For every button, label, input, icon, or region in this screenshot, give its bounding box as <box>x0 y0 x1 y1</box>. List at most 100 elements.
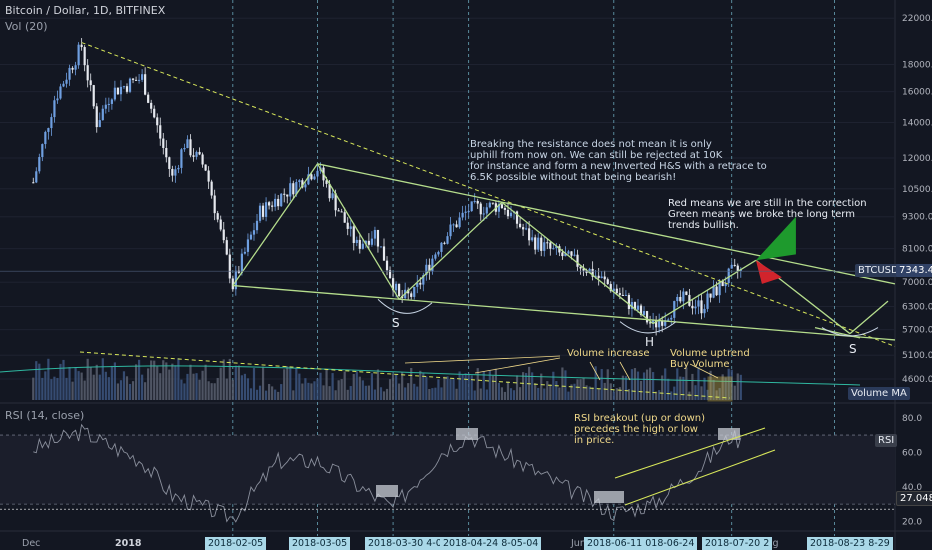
annotation-arrow <box>474 357 561 374</box>
candle-body <box>171 168 174 176</box>
symbol-title: Bitcoin / Dollar, 1D, BITFINEX <box>5 4 166 17</box>
volume-bar <box>679 376 682 400</box>
candle-body <box>476 200 479 204</box>
volume-ma-line <box>0 365 861 386</box>
candle-body <box>307 174 310 185</box>
volume-bar <box>639 380 643 400</box>
volume-bar <box>177 358 180 400</box>
volume-bar <box>210 383 213 400</box>
candle-body <box>77 44 80 66</box>
volume-bar <box>509 388 513 400</box>
candle-body <box>388 270 392 279</box>
volume-bar <box>352 374 355 400</box>
volume-bar <box>62 359 65 400</box>
volume-bar <box>537 387 540 400</box>
volume-bar <box>274 389 277 400</box>
candle-body <box>101 108 104 121</box>
candle-body <box>280 193 283 207</box>
candle-body <box>552 248 555 250</box>
long-term-resistance-dashed <box>81 42 896 347</box>
volume-bar <box>485 389 488 400</box>
candle-body <box>718 281 721 296</box>
candle-body <box>150 102 153 109</box>
candle-body <box>525 228 528 230</box>
candle-body <box>488 202 491 208</box>
candle-body <box>92 85 95 107</box>
candle-body <box>564 253 567 257</box>
candle-body <box>573 254 576 256</box>
candle-body <box>186 139 189 148</box>
candle-body <box>349 226 352 229</box>
candle-body <box>540 237 543 251</box>
volume-bar <box>682 376 685 400</box>
rsi-tick-label: 20.0 <box>902 517 922 527</box>
candle-body <box>413 286 416 297</box>
volume-bar <box>482 371 485 400</box>
color-note-line: trends bullish. <box>668 220 739 231</box>
volume-bar <box>53 376 56 400</box>
volume-bar <box>582 377 585 400</box>
candle-body <box>131 78 135 80</box>
candle-body <box>113 87 116 100</box>
candle-body <box>652 320 655 324</box>
candle-body <box>159 125 162 139</box>
rsi-breakout-line: in price. <box>574 435 615 446</box>
date-tag: 2018-04-24 8-05-04 <box>440 537 542 550</box>
volume-bar <box>89 367 92 400</box>
volume-highlight-box <box>707 376 733 402</box>
wedge-lower-line <box>232 284 896 341</box>
volume-bar <box>531 372 534 400</box>
candle-body <box>210 181 213 196</box>
candle-body <box>676 296 679 302</box>
volume-bar <box>621 375 624 400</box>
candle-body <box>301 180 304 188</box>
pattern-zigzag-line <box>652 259 757 325</box>
candle-body <box>261 205 265 217</box>
volume-bar <box>382 391 386 400</box>
wedge-upper-line <box>317 163 896 285</box>
candle-body <box>89 80 92 86</box>
volume-bar <box>204 364 207 400</box>
rsi-line <box>33 423 742 523</box>
volume-bar <box>425 376 428 400</box>
candle-body <box>370 238 374 245</box>
candle-body <box>700 300 703 314</box>
candle-body <box>313 176 316 180</box>
volume-bar <box>473 390 476 400</box>
volume-bar <box>180 379 183 400</box>
price-tick-label: 6300.0 <box>902 303 932 313</box>
volume-bar <box>255 389 259 400</box>
candle-body <box>464 211 467 213</box>
volume-bar <box>443 376 446 400</box>
volume-bar <box>316 378 319 400</box>
volume-bar <box>101 358 104 400</box>
annotation-arrow <box>589 361 601 381</box>
volume-bar <box>119 380 123 400</box>
volume-bar <box>307 382 310 400</box>
volume-bar <box>219 367 222 400</box>
volume-uptrend-line: Volume uptrend <box>670 348 750 359</box>
volume-bar <box>183 383 186 400</box>
candle-body <box>440 242 443 252</box>
volume-bar <box>549 384 552 400</box>
candle-body <box>201 154 204 165</box>
volume-bar <box>388 379 392 400</box>
rsi-breakout-line: precedes the high or low <box>574 424 698 435</box>
annotation-arrow <box>404 355 561 364</box>
volume-bar <box>552 371 555 400</box>
candle-body <box>416 282 419 287</box>
candle-body <box>144 74 147 95</box>
candle-body <box>685 291 688 295</box>
volume-bar <box>398 383 401 400</box>
volume-bar <box>38 363 41 400</box>
volume-bar <box>413 383 416 400</box>
volume-bar <box>440 387 443 400</box>
volume-bar <box>125 376 129 400</box>
candle-body <box>252 230 256 235</box>
candle-body <box>443 242 446 244</box>
volume-bar <box>65 377 68 400</box>
volume-bar <box>525 372 528 400</box>
volume-bar <box>98 374 101 400</box>
volume-bar <box>709 370 712 400</box>
